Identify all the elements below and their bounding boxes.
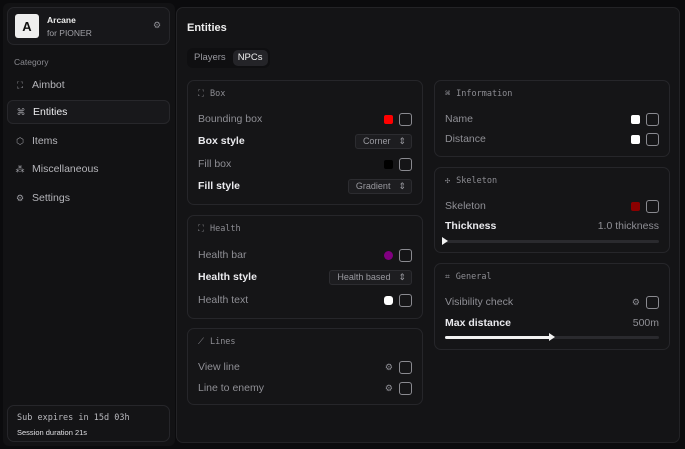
sidebar-item-aimbot[interactable]: ⛶ Aimbot	[7, 73, 170, 97]
sidebar-item-settings[interactable]: ⚙ Settings	[7, 186, 170, 210]
sidebar-item-label: Items	[32, 135, 58, 147]
skeleton-icon: ✣	[445, 176, 451, 186]
crosshair-icon: ⛶	[16, 79, 24, 90]
name-row: Name	[445, 110, 659, 128]
view-line-settings-icon[interactable]: ⚙	[384, 361, 393, 372]
thickness-slider[interactable]	[442, 237, 659, 245]
view-line-checkbox[interactable]	[399, 360, 412, 374]
gear-icon: ⚙	[15, 192, 25, 203]
line-to-enemy-settings-icon[interactable]: ⚙	[384, 382, 393, 393]
skeleton-card: ✣ Skeleton Skeleton Thickness 1.0 thicknes…	[434, 167, 670, 253]
name-checkbox[interactable]	[646, 112, 659, 126]
tab-players[interactable]: Players	[194, 52, 226, 63]
sidebar-item-label: Aimbot	[32, 79, 65, 91]
fill-box-row: Fill box	[198, 155, 412, 173]
thickness-row: Thickness 1.0 thickness	[445, 220, 659, 232]
bounding-box-row: Bounding box	[198, 110, 412, 128]
sidebar-item-label: Entities	[33, 106, 68, 118]
general-section-title: ⌗ General	[445, 272, 492, 282]
health-bar-color-swatch[interactable]	[384, 250, 393, 260]
bounding-color-swatch[interactable]	[384, 114, 393, 124]
sidebar-item-miscellaneous[interactable]: ⁂ Miscellaneous	[7, 157, 170, 181]
settings-gear-icon[interactable]: ⚙	[153, 20, 162, 30]
sidebar	[3, 3, 175, 446]
skeleton-color-swatch[interactable]	[631, 201, 640, 211]
lines-card: ⟋ Lines View line ⚙ Line to enemy ⚙	[187, 328, 423, 405]
general-card: ⌗ General Visibility check ⚙ Max distance 5…	[434, 263, 670, 350]
app-logo: A	[15, 14, 39, 38]
sidebar-item-entities[interactable]: ⌘ Entities	[7, 100, 170, 124]
session-duration: Session duration 21s	[17, 428, 88, 437]
health-bar-row: Health bar	[198, 246, 412, 264]
tab-npcs[interactable]: NPCs	[232, 50, 268, 66]
health-icon: ⛶	[198, 224, 204, 234]
max-distance-row: Max distance 500m	[445, 317, 659, 329]
slider-handle[interactable]	[549, 333, 555, 341]
skeleton-row: Skeleton	[445, 197, 659, 215]
max-distance-slider[interactable]	[445, 333, 659, 341]
health-text-color-swatch[interactable]	[384, 295, 393, 305]
max-distance-value: 500m	[632, 317, 659, 329]
health-style-select[interactable]: Health based ⇕	[329, 269, 412, 285]
entities-icon: ⌘	[16, 106, 26, 117]
health-text-row: Health text	[198, 291, 412, 309]
information-section-title: ⌘ Information	[445, 89, 513, 99]
line-to-enemy-checkbox[interactable]	[399, 381, 412, 395]
box-section-title: ⛶ Box	[198, 89, 226, 99]
visibility-settings-icon[interactable]: ⚙	[631, 296, 640, 307]
select-chevron-icon: ⇕	[398, 135, 406, 146]
fill-style-select[interactable]: Gradient ⇕	[347, 178, 412, 194]
misc-icon: ⁂	[15, 163, 25, 174]
sidebar-item-label: Miscellaneous	[32, 163, 99, 175]
health-section-title: ⛶ Health	[198, 224, 241, 234]
health-style-row: Health style Health based ⇕	[198, 268, 412, 286]
distance-checkbox[interactable]	[646, 132, 659, 146]
subscription-card: Sub expires in 15d 03h Session duration …	[7, 405, 170, 442]
general-icon: ⌗	[445, 272, 450, 282]
select-chevron-icon: ⇕	[398, 271, 406, 282]
bounding-box-checkbox[interactable]	[399, 112, 412, 126]
health-bar-checkbox[interactable]	[399, 248, 412, 262]
fill-box-checkbox[interactable]	[399, 157, 412, 171]
skeleton-section-title: ✣ Skeleton	[445, 176, 498, 186]
view-line-row: View line ⚙	[198, 358, 412, 376]
box-icon: ⛶	[198, 89, 204, 99]
health-card: ⛶ Health Health bar Health style Health ba…	[187, 215, 423, 319]
app-subtitle: for PIONER	[47, 28, 92, 38]
visibility-check-row: Visibility check ⚙	[445, 293, 659, 311]
select-chevron-icon: ⇕	[398, 180, 406, 191]
subscription-expiry: Sub expires in 15d 03h	[17, 413, 130, 423]
entity-tabs: Players NPCs	[187, 48, 270, 68]
distance-color-swatch[interactable]	[631, 134, 640, 144]
line-icon: ⟋	[198, 337, 204, 347]
app-name: Arcane	[47, 15, 76, 25]
fill-color-swatch[interactable]	[384, 159, 393, 169]
app-header-card: A Arcane for PIONER ⚙	[7, 7, 170, 45]
category-label: Category	[14, 57, 49, 67]
name-color-swatch[interactable]	[631, 114, 640, 124]
box-style-row: Box style Corner ⇕	[198, 132, 412, 150]
slider-handle[interactable]	[442, 237, 448, 245]
visibility-check-checkbox[interactable]	[646, 295, 659, 309]
sidebar-item-items[interactable]: ⬡ Items	[7, 129, 170, 153]
line-to-enemy-row: Line to enemy ⚙	[198, 379, 412, 397]
box-card: ⛶ Box Bounding box Box style Corner ⇕ Fill …	[187, 80, 423, 205]
thickness-value: 1.0 thickness	[597, 220, 659, 232]
sidebar-item-label: Settings	[32, 192, 70, 204]
information-card: ⌘ Information Name Distance	[434, 80, 670, 157]
info-icon: ⌘	[445, 89, 451, 99]
distance-row: Distance	[445, 130, 659, 148]
skeleton-checkbox[interactable]	[646, 199, 659, 213]
fill-style-row: Fill style Gradient ⇕	[198, 177, 412, 195]
page-title: Entities	[187, 22, 227, 34]
box-style-select[interactable]: Corner ⇕	[354, 133, 412, 149]
health-text-checkbox[interactable]	[399, 293, 412, 307]
box-icon: ⬡	[16, 135, 24, 146]
lines-section-title: ⟋ Lines	[198, 337, 236, 347]
